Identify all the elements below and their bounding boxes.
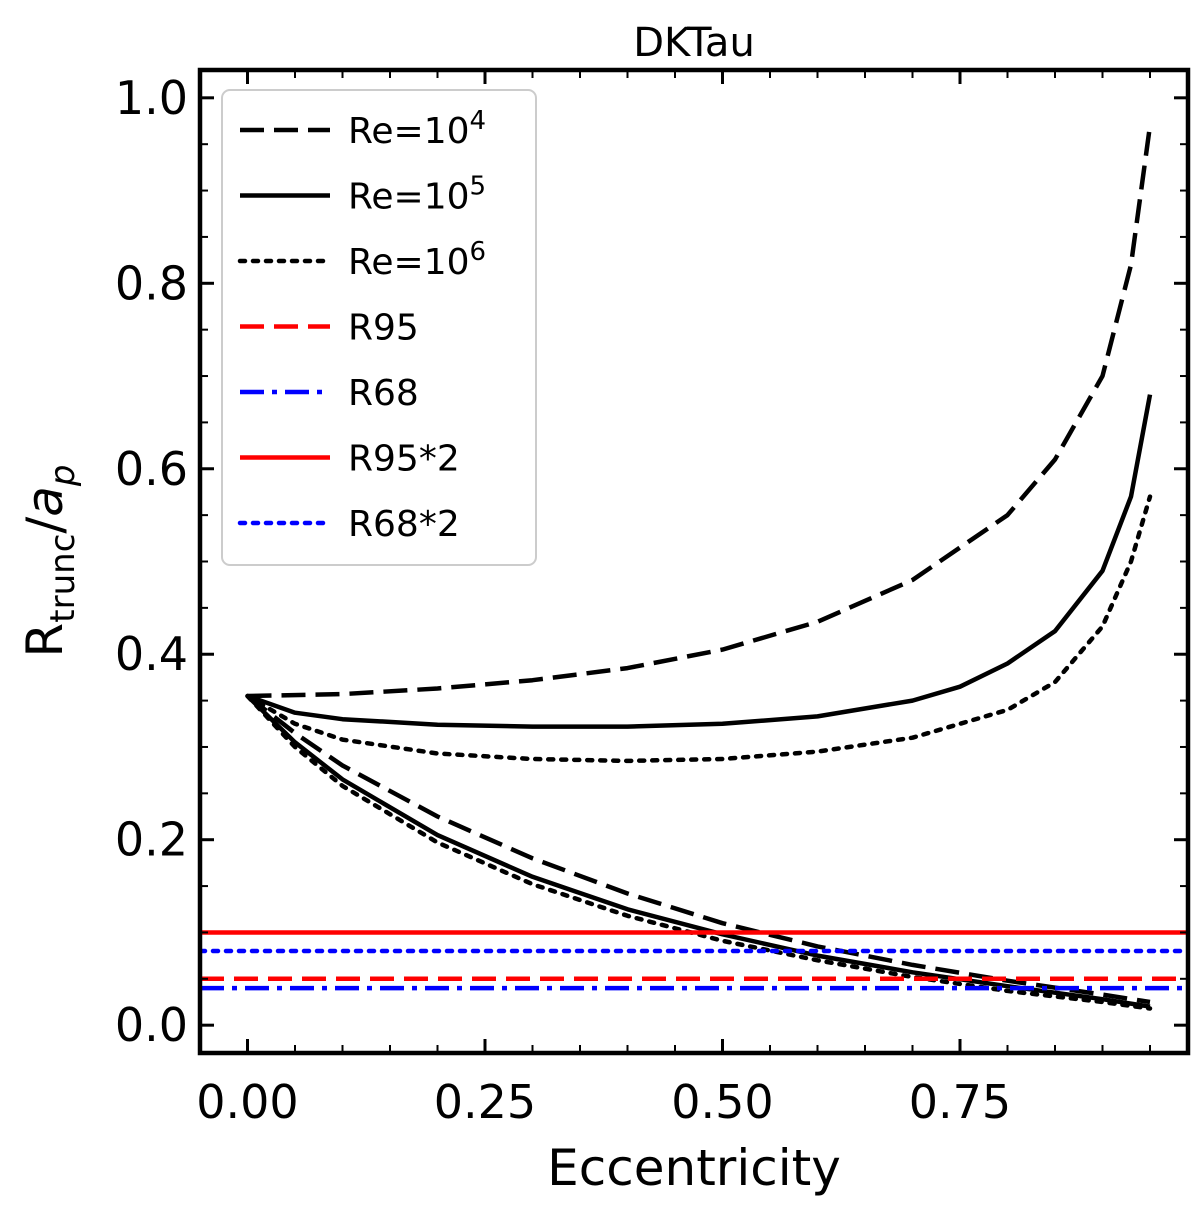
series-0-branch-1: [246, 694, 1151, 1005]
legend-label-3: R95: [348, 308, 419, 349]
x-axis-title: Eccentricity: [547, 1139, 841, 1197]
chart-title: DKTau: [633, 20, 755, 66]
y-axis-title-base: R: [16, 623, 74, 658]
y-tick-label: 1.0: [115, 71, 188, 125]
series-2-branch-1: [245, 693, 1153, 1011]
series-1-branch-1: [245, 694, 1151, 1009]
legend-box: [221, 89, 537, 566]
y-tick-label: 0.6: [115, 442, 188, 496]
series-layer: [200, 125, 1188, 1011]
y-axis-title-italic-sub: p: [43, 465, 83, 488]
x-tick-label: 0.25: [434, 1075, 536, 1129]
x-tick-label: 0.75: [909, 1075, 1011, 1129]
y-tick-label: 0.4: [115, 627, 188, 681]
y-axis-title-italic: a: [16, 486, 74, 517]
ticks-layer: 0.00 0.25 0.50 0.75 0.0 0.2 0.4 0.6 0.8 1.0: [115, 70, 1188, 1129]
y-tick-label: 0.8: [115, 256, 188, 310]
y-axis-title-sub: trunc: [43, 534, 83, 623]
legend-label-0: Re=104: [348, 106, 486, 152]
legend-label-5: R95*2: [348, 439, 460, 480]
legend-label-6: R68*2: [348, 504, 460, 545]
y-tick-label: 0.2: [115, 813, 188, 867]
legend-label-4: R68: [348, 373, 419, 414]
y-axis-title-sep: /: [16, 517, 74, 534]
y-axis-title: Rtrunc/ap: [16, 465, 83, 658]
series-0-branch-0: [247, 125, 1153, 699]
series-1-branch-0: [246, 394, 1153, 729]
legend-entries: Re=104 Re=105 Re=106 R95 R68 R95*2 R68*2: [237, 106, 486, 545]
x-tick-label: 0.50: [671, 1075, 773, 1129]
x-tick-label: 0.00: [196, 1075, 298, 1129]
legend-label-2: Re=106: [348, 237, 486, 283]
legend: Re=104 Re=105 Re=106 R95 R68 R95*2 R68*2: [221, 89, 537, 566]
series-2-branch-0: [245, 494, 1153, 764]
y-tick-label: 0.0: [115, 998, 188, 1052]
legend-label-1: Re=105: [348, 172, 486, 218]
